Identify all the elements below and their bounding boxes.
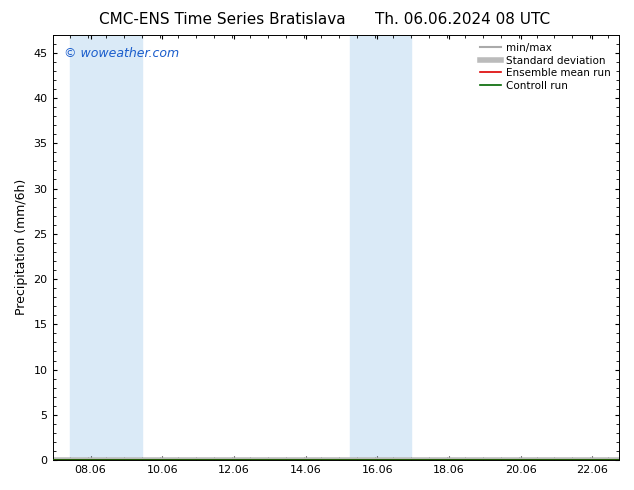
Text: Th. 06.06.2024 08 UTC: Th. 06.06.2024 08 UTC xyxy=(375,12,550,27)
Bar xyxy=(350,35,411,460)
Legend: min/max, Standard deviation, Ensemble mean run, Controll run: min/max, Standard deviation, Ensemble me… xyxy=(477,40,614,94)
Y-axis label: Precipitation (mm/6h): Precipitation (mm/6h) xyxy=(15,179,28,316)
Text: CMC-ENS Time Series Bratislava: CMC-ENS Time Series Bratislava xyxy=(99,12,345,27)
Bar xyxy=(70,35,142,460)
Text: © woweather.com: © woweather.com xyxy=(64,48,179,60)
